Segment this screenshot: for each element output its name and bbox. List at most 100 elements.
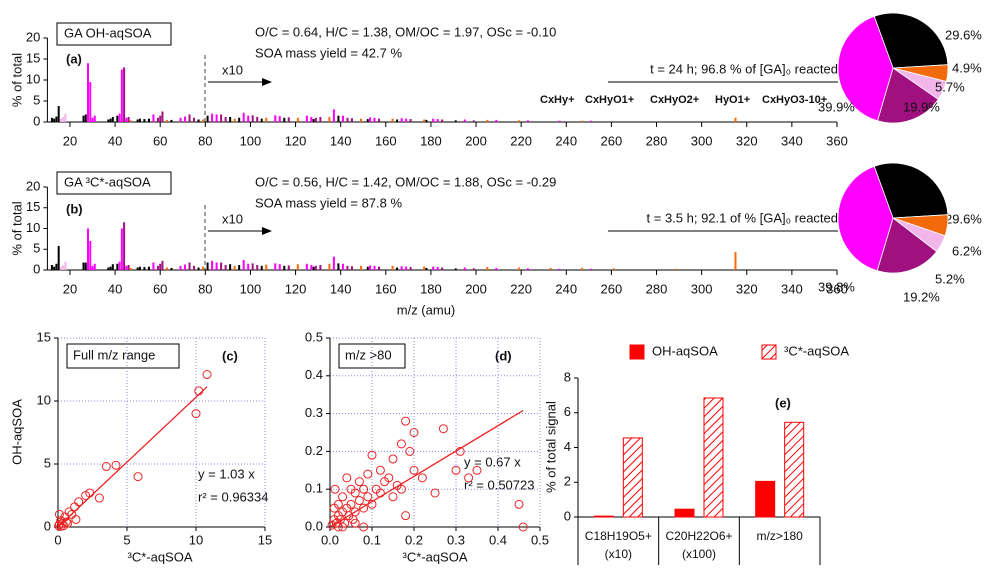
bar <box>703 397 724 518</box>
bar <box>755 480 776 518</box>
x-tick-note: (x10) <box>605 547 632 561</box>
legend-swatch <box>761 344 777 360</box>
point <box>472 465 482 475</box>
x-tick-label: 300 <box>691 281 713 296</box>
x-tick-label: 40 <box>108 133 122 148</box>
x-tick-label: 0.2 <box>405 532 423 547</box>
x-tick-label: 200 <box>465 133 487 148</box>
x-tick-label: 280 <box>646 281 668 296</box>
point <box>94 493 104 503</box>
x-tick-label: C18H19O5+ <box>585 529 652 543</box>
x-tick-label: 260 <box>601 133 623 148</box>
legend-label: ³C*-aqSOA <box>784 343 849 358</box>
panel-label: (c) <box>222 348 238 363</box>
point <box>111 460 121 470</box>
point <box>330 484 340 494</box>
slice-label: 19.2% <box>903 289 940 304</box>
y-tick-label: 2 <box>564 474 571 489</box>
point <box>405 446 415 456</box>
bar <box>622 437 643 518</box>
x-axis-label: m/z (amu) <box>397 302 456 317</box>
x-tick-label: 320 <box>736 281 758 296</box>
x-tick-label: 80 <box>198 281 212 296</box>
x-tick-label: 5 <box>123 532 130 547</box>
point <box>354 496 364 506</box>
point <box>430 488 440 498</box>
yield: SOA mass yield = 87.8 % <box>255 195 402 210</box>
y-tick-label: 0.4 <box>305 367 323 382</box>
legend-label: HyO1+ <box>715 94 750 106</box>
bar <box>674 508 695 518</box>
point <box>438 424 448 434</box>
title-box <box>56 22 172 46</box>
x-tick-label: m/z>180 <box>756 529 803 543</box>
x-tick-label: 180 <box>420 133 442 148</box>
point <box>375 465 385 475</box>
pie-slice <box>837 165 894 272</box>
point <box>401 416 411 426</box>
point <box>202 370 212 380</box>
y-axis-label: % of total <box>9 201 24 255</box>
scale-note: x10 <box>222 62 243 77</box>
legend-label: CxHyO2+ <box>650 94 699 106</box>
y-tick-label: 5 <box>33 241 40 256</box>
x-tick-label: 200 <box>465 281 487 296</box>
x-tick-label: 240 <box>555 281 577 296</box>
panel-label: (a) <box>66 51 82 66</box>
scale-note: x10 <box>222 211 243 226</box>
y-tick-label: 5 <box>33 92 40 107</box>
x-tick-label: 320 <box>736 133 758 148</box>
y-tick-label: 5 <box>44 455 51 470</box>
x-tick-label: 40 <box>108 281 122 296</box>
legend-label: CxHy+ <box>540 94 575 106</box>
point <box>342 473 352 483</box>
legend-label: CxHyO3-10+ <box>762 94 827 106</box>
point <box>63 518 73 528</box>
legend-label: OH-aqSOA <box>652 343 718 358</box>
stats: O/C = 0.56, H/C = 1.42, OM/OC = 1.88, OS… <box>255 174 556 189</box>
x-tick-label: 60 <box>153 133 167 148</box>
title-box <box>56 171 172 195</box>
note: Full m/z range <box>73 347 155 362</box>
point <box>388 454 398 464</box>
point <box>74 497 84 507</box>
point <box>359 503 369 513</box>
r2-label: r² = 0.50723 <box>464 477 534 492</box>
x-tick-label: 0 <box>54 532 61 547</box>
x-tick-label: 80 <box>198 133 212 148</box>
x-axis-label: ³C*-aqSOA <box>402 549 467 564</box>
y-tick-label: 0 <box>33 113 40 128</box>
pie-slice <box>877 67 939 124</box>
bar <box>593 515 614 518</box>
y-tick-label: 6 <box>564 404 571 419</box>
y-tick-label: 15 <box>26 199 40 214</box>
y-tick-label: 20 <box>26 29 40 44</box>
y-tick-label: 0.3 <box>305 405 323 420</box>
point <box>359 522 369 532</box>
x-tick-label: 120 <box>285 281 307 296</box>
x-tick-label: 0.0 <box>321 532 339 547</box>
x-tick-label: 240 <box>555 133 577 148</box>
y-tick-label: 8 <box>564 369 571 384</box>
point <box>363 492 373 502</box>
x-tick-label: 340 <box>781 133 803 148</box>
point <box>409 465 419 475</box>
x-tick-label: 0.3 <box>447 532 465 547</box>
x-tick-label: 260 <box>601 281 623 296</box>
point <box>451 465 461 475</box>
note: m/z >80 <box>345 347 392 362</box>
fit-label: y = 0.67 x <box>464 454 521 469</box>
x-tick-label: 220 <box>510 133 532 148</box>
slice-label: 4.9% <box>952 60 982 75</box>
fit-line <box>57 386 208 528</box>
y-tick-label: 10 <box>26 71 40 86</box>
x-tick-label: 360 <box>826 281 848 296</box>
x-tick-label: 300 <box>691 133 713 148</box>
x-tick-label: 0.4 <box>489 532 507 547</box>
x-tick-label: 120 <box>285 133 307 148</box>
yield: SOA mass yield = 42.7 % <box>255 45 402 60</box>
x-tick-note: (x100) <box>682 547 716 561</box>
x-tick-label: C20H22O6+ <box>665 529 732 543</box>
legend-label: CxHyO1+ <box>585 94 634 106</box>
y-tick-label: 0 <box>564 508 571 523</box>
